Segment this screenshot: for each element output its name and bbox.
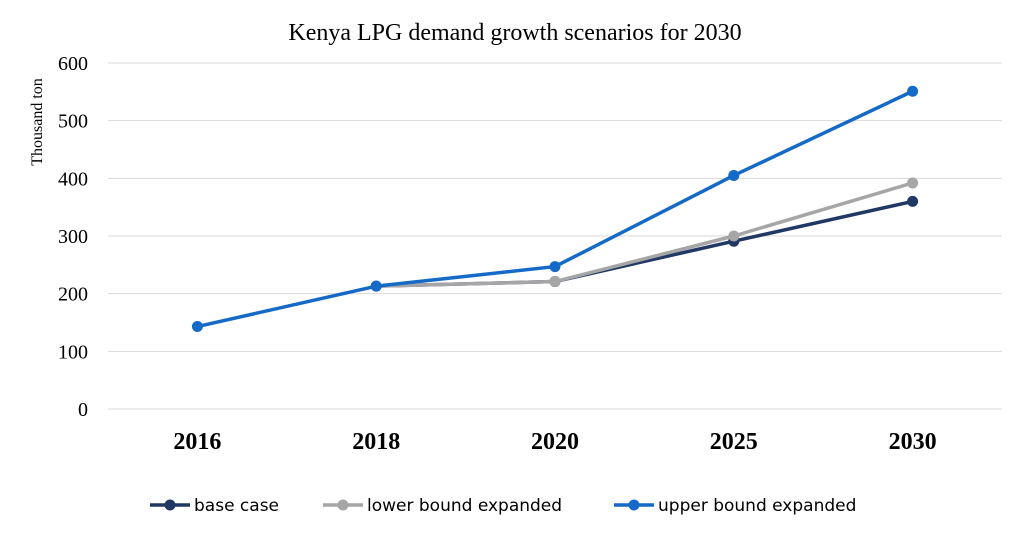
y-tick-label: 300 — [58, 226, 88, 248]
legend-swatch-marker — [337, 499, 349, 511]
data-point — [191, 321, 203, 333]
legend-label: upper bound expanded — [658, 496, 856, 516]
x-tick-label: 2025 — [710, 429, 758, 455]
y-tick-label: 0 — [78, 399, 88, 421]
legend-item: base case — [150, 496, 279, 516]
legend-label: base case — [194, 496, 279, 516]
data-point — [907, 195, 919, 207]
legend-swatch-marker — [164, 499, 176, 511]
data-point — [370, 280, 382, 292]
x-axis-ticks: 2016 2018 2020 2025 2030 — [173, 429, 936, 455]
chart-title: Kenya LPG demand growth scenarios for 20… — [288, 20, 741, 46]
legend: base case lower bound expanded upper bound… — [150, 496, 856, 516]
y-axis-ticks: 0 100 200 300 400 500 600 — [58, 53, 88, 421]
series-line — [374, 181, 915, 288]
x-tick-label: 2020 — [531, 429, 579, 455]
x-tick-label: 2016 — [173, 429, 221, 455]
data-point — [549, 276, 561, 288]
data-point — [728, 230, 740, 242]
series-2 — [370, 177, 919, 292]
data-point — [549, 261, 561, 273]
y-tick-label: 400 — [58, 168, 88, 190]
legend-item: upper bound expanded — [614, 496, 856, 516]
series-lines — [191, 85, 919, 333]
x-tick-label: 2030 — [889, 429, 937, 455]
y-tick-label: 100 — [58, 341, 88, 363]
series-3 — [191, 85, 919, 333]
data-point — [907, 85, 919, 97]
y-axis-label: Thousand ton — [29, 78, 46, 166]
data-point — [907, 177, 919, 189]
y-tick-label: 600 — [58, 53, 88, 75]
x-tick-label: 2018 — [352, 429, 400, 455]
series-line — [195, 89, 915, 329]
series-line — [374, 199, 915, 288]
gridlines — [108, 62, 1002, 410]
legend-item: lower bound expanded — [323, 496, 562, 516]
y-tick-label: 200 — [58, 284, 88, 306]
y-tick-label: 500 — [58, 111, 88, 133]
legend-label: lower bound expanded — [367, 496, 562, 516]
data-point — [728, 169, 740, 181]
legend-swatch-marker — [628, 499, 640, 511]
